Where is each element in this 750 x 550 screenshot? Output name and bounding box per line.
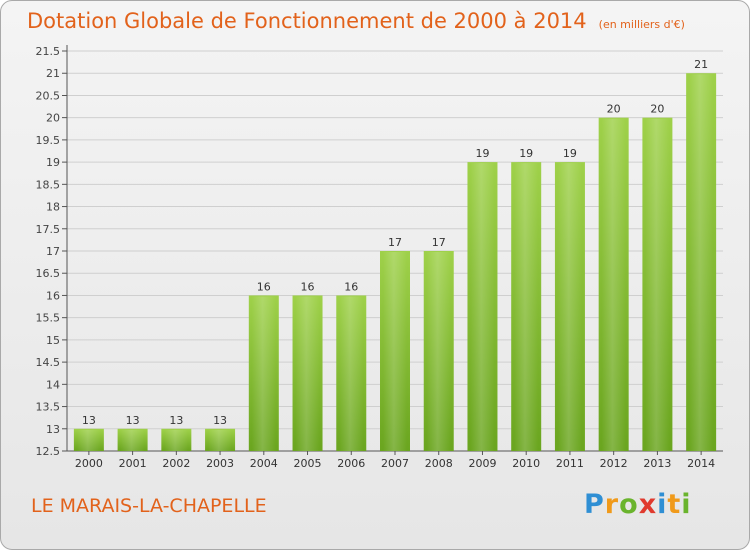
bar-highlight — [251, 296, 276, 451]
bars — [73, 73, 717, 452]
y-tick-label: 14.5 — [36, 356, 61, 369]
y-tick-label: 12.5 — [36, 445, 61, 458]
y-tick-label: 15.5 — [36, 312, 61, 325]
logo-letter: x — [638, 489, 658, 520]
data-labels: 13 13 13 13 16 16 16 17 17 19 19 19 20 20 21 — [82, 58, 708, 427]
data-label: 17 — [388, 236, 402, 249]
logo-letter: i — [657, 489, 668, 520]
data-label: 13 — [82, 414, 96, 427]
x-tick-label: 2006 — [337, 457, 365, 470]
commune-name: LE MARAIS-LA-CHAPELLE — [31, 495, 267, 517]
x-tick-label: 2012 — [600, 457, 628, 470]
bar-highlight — [120, 429, 145, 451]
y-tick-label: 20.5 — [36, 89, 61, 102]
bar-highlight — [76, 429, 101, 451]
y-tick-label: 19.5 — [36, 134, 61, 147]
data-label: 19 — [475, 147, 489, 160]
x-tick-label: 2002 — [162, 457, 190, 470]
bar-highlight — [383, 252, 407, 451]
bar-highlight — [426, 252, 451, 451]
x-tick-label: 2003 — [206, 457, 234, 470]
x-tick-label: 2004 — [250, 457, 278, 470]
bar-highlight — [470, 163, 495, 451]
data-label: 19 — [563, 147, 577, 160]
logo-letter: i — [681, 489, 692, 520]
data-label: 21 — [694, 58, 708, 71]
data-label: 20 — [650, 103, 664, 116]
x-tick-label: 2007 — [381, 457, 409, 470]
data-label: 19 — [519, 147, 533, 160]
data-label: 20 — [607, 103, 621, 116]
bar-highlight — [514, 163, 539, 451]
x-tick-label: 2005 — [294, 457, 322, 470]
x-tick-label: 2014 — [687, 457, 715, 470]
logo-letter: P — [584, 489, 605, 520]
data-label: 13 — [169, 414, 183, 427]
bar-highlight — [208, 429, 233, 451]
y-tick-label: 17 — [46, 245, 60, 258]
y-tick-label: 17.5 — [36, 223, 61, 236]
logo-letter: r — [604, 489, 620, 520]
data-label: 16 — [257, 280, 271, 293]
y-tick-label: 21 — [46, 67, 60, 80]
bar-highlight — [557, 163, 582, 451]
x-tick-label: 2009 — [468, 457, 496, 470]
y-tick-label: 18.5 — [36, 178, 61, 191]
y-tick-label: 15 — [46, 334, 60, 347]
logo-letter: o — [619, 489, 639, 520]
chart-title-text: Dotation Globale de Fonctionnement de 20… — [27, 9, 587, 33]
logo-letter: t — [667, 489, 682, 520]
y-tick-label: 21.5 — [36, 45, 61, 58]
bar-highlight — [295, 296, 320, 451]
data-label: 17 — [432, 236, 446, 249]
x-tick-label: 2010 — [512, 457, 540, 470]
bar-highlight — [689, 74, 714, 451]
data-label: 13 — [213, 414, 227, 427]
bar-highlight — [164, 429, 189, 451]
y-tick-label: 19 — [46, 156, 60, 169]
y-tick-label: 13.5 — [36, 401, 61, 414]
y-tick-label: 16 — [46, 289, 60, 302]
y-tick-label: 20 — [46, 112, 60, 125]
bar-highlight — [645, 118, 670, 452]
bar-highlight — [601, 118, 626, 452]
x-tick-label: 2011 — [556, 457, 584, 470]
x-tick-label: 2000 — [75, 457, 103, 470]
bar-highlight — [339, 296, 364, 451]
x-tick-label: 2013 — [643, 457, 671, 470]
data-label: 16 — [301, 280, 315, 293]
y-tick-label: 18 — [46, 201, 60, 214]
chart-title: Dotation Globale de Fonctionnement de 20… — [27, 9, 685, 33]
y-tick-label: 14 — [46, 378, 60, 391]
chart-subtitle: (en milliers d'€) — [598, 18, 685, 31]
x-tick-label: 2008 — [425, 457, 453, 470]
x-tick-label: 2001 — [119, 457, 147, 470]
proxiti-logo[interactable]: Proxiti — [584, 489, 692, 520]
y-tick-label: 16.5 — [36, 267, 61, 280]
y-tick-label: 13 — [46, 423, 60, 436]
data-label: 13 — [126, 414, 140, 427]
data-label: 16 — [344, 280, 358, 293]
